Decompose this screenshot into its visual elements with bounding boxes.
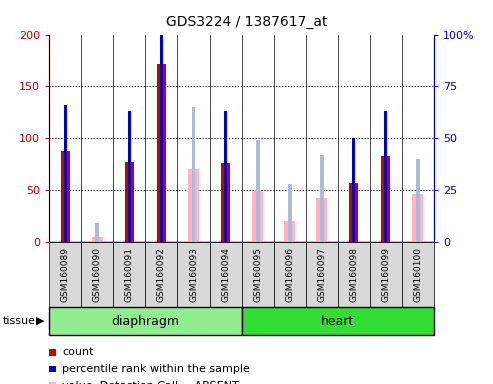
Bar: [256, 140, 259, 242]
Text: percentile rank within the sample: percentile rank within the sample: [62, 364, 250, 374]
Bar: [320, 155, 323, 242]
Bar: [64, 105, 67, 242]
Bar: [288, 184, 291, 242]
Bar: [349, 183, 358, 242]
Text: value, Detection Call = ABSENT: value, Detection Call = ABSENT: [62, 381, 239, 384]
Text: GSM160093: GSM160093: [189, 247, 198, 302]
Bar: [157, 64, 166, 242]
Text: GSM160096: GSM160096: [285, 247, 294, 302]
Bar: [224, 111, 227, 242]
Bar: [412, 194, 423, 242]
Text: diaphragm: diaphragm: [111, 314, 179, 328]
Bar: [125, 162, 134, 242]
Bar: [92, 237, 103, 242]
Text: count: count: [62, 347, 94, 357]
Bar: [188, 169, 199, 242]
Text: GSM160092: GSM160092: [157, 247, 166, 302]
Bar: [61, 151, 70, 242]
Text: GSM160095: GSM160095: [253, 247, 262, 302]
Text: GSM160090: GSM160090: [93, 247, 102, 302]
Bar: [160, 35, 163, 242]
Text: GDS3224 / 1387617_at: GDS3224 / 1387617_at: [166, 15, 327, 29]
Bar: [284, 221, 295, 242]
Bar: [384, 111, 387, 242]
Text: GSM160089: GSM160089: [61, 247, 70, 302]
Text: GSM160091: GSM160091: [125, 247, 134, 302]
Text: GSM160094: GSM160094: [221, 247, 230, 302]
Text: tissue: tissue: [2, 316, 35, 326]
Text: GSM160099: GSM160099: [381, 247, 390, 302]
Bar: [252, 191, 263, 242]
Bar: [416, 159, 420, 242]
Text: GSM160100: GSM160100: [413, 247, 423, 302]
Bar: [192, 107, 195, 242]
Bar: [352, 138, 355, 242]
Bar: [381, 156, 390, 242]
Text: ▶: ▶: [35, 316, 44, 326]
Bar: [128, 111, 131, 242]
Text: heart: heart: [321, 314, 354, 328]
Text: GSM160098: GSM160098: [349, 247, 358, 302]
Bar: [221, 163, 230, 242]
Bar: [316, 199, 327, 242]
Bar: [96, 223, 99, 242]
Text: GSM160097: GSM160097: [317, 247, 326, 302]
